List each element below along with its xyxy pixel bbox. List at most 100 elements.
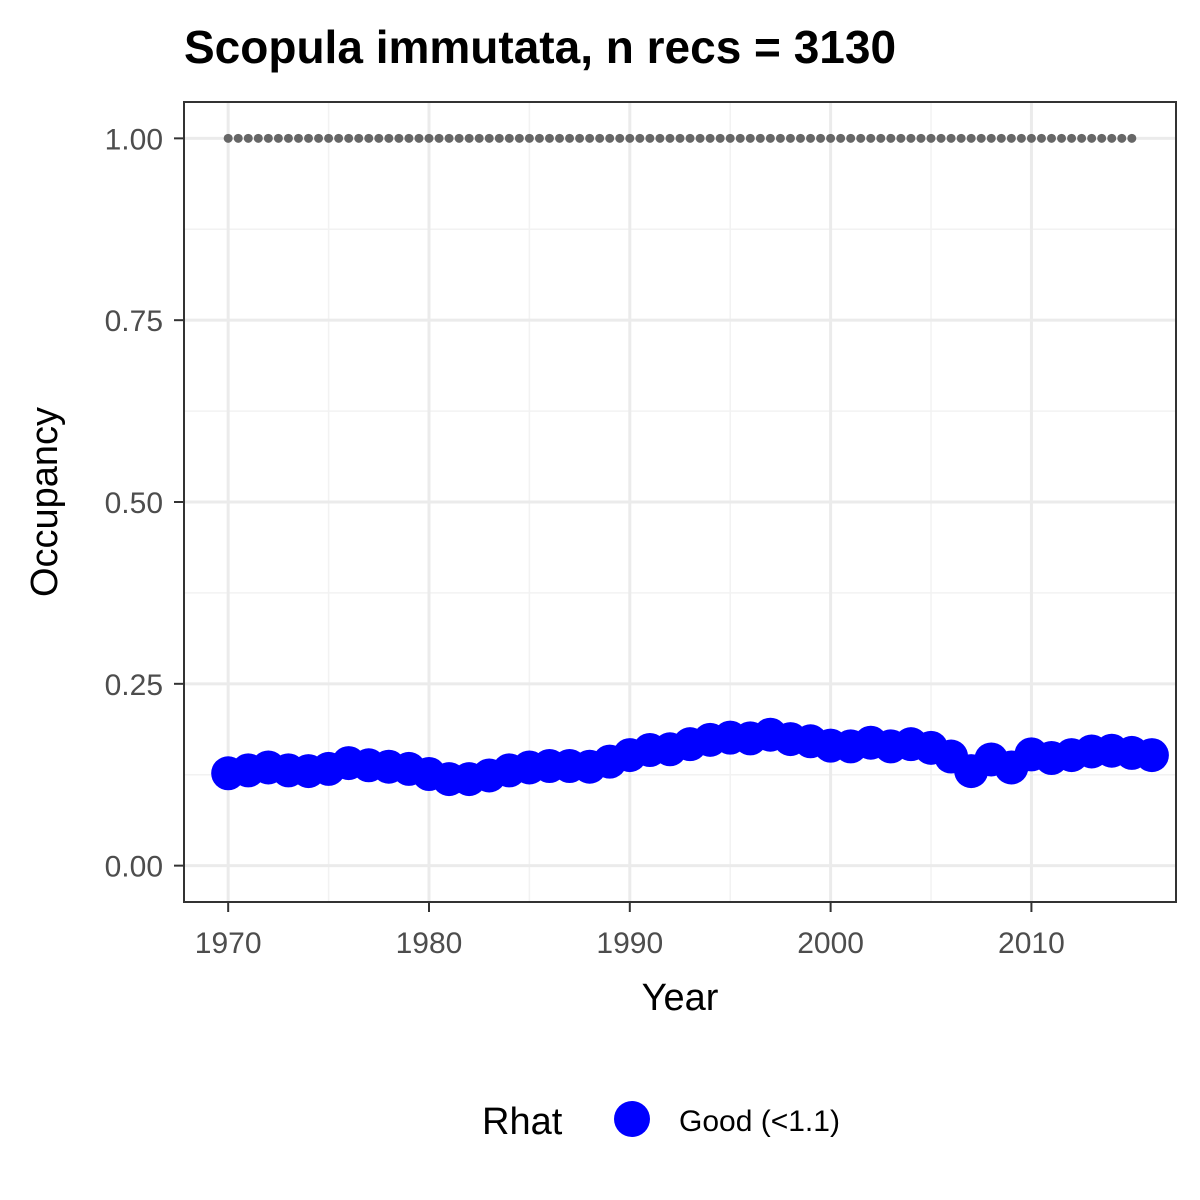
dotted-point [1006, 133, 1016, 143]
dotted-point [806, 133, 816, 143]
y-axis: 0.00 0.25 0.50 0.75 1.00 [105, 123, 184, 884]
dotted-point [585, 133, 595, 143]
dotted-point-mid [876, 133, 886, 143]
dotted-point-mid [1057, 133, 1067, 143]
dotted-point [765, 133, 775, 143]
dotted-point-mid [555, 133, 565, 143]
dotted-point [404, 133, 414, 143]
dotted-point [524, 133, 534, 143]
dotted-point-mid [695, 133, 705, 143]
dotted-point [725, 133, 735, 143]
dotted-point [324, 133, 334, 143]
dotted-point-mid [474, 133, 484, 143]
dotted-point-mid [976, 133, 986, 143]
dotted-point-mid [314, 133, 324, 143]
dotted-point [645, 133, 655, 143]
dotted-point-mid [1097, 133, 1107, 143]
dotted-point-mid [916, 133, 926, 143]
dotted-point [364, 133, 374, 143]
dotted-point-mid [595, 133, 605, 143]
dotted-point [504, 133, 514, 143]
x-tick-label: 1970 [195, 927, 262, 960]
dotted-point-mid [514, 133, 524, 143]
y-tick-label: 0.75 [105, 305, 163, 338]
dotted-point [283, 133, 293, 143]
dotted-point [464, 133, 474, 143]
dotted-point [243, 133, 253, 143]
legend-key-good [614, 1101, 650, 1137]
dotted-point [685, 133, 695, 143]
dotted-point [785, 133, 795, 143]
dotted-point [705, 133, 715, 143]
legend-label-good: Good (<1.1) [679, 1105, 840, 1138]
dotted-point-mid [735, 133, 745, 143]
x-tick-label: 1990 [596, 927, 663, 960]
dotted-point [826, 133, 836, 143]
y-tick-label: 0.00 [105, 851, 163, 884]
dotted-point-mid [434, 133, 444, 143]
dotted-point-mid [836, 133, 846, 143]
dotted-point [745, 133, 755, 143]
dotted-point [344, 133, 354, 143]
x-tick-label: 2010 [998, 927, 1065, 960]
dotted-point [1107, 133, 1117, 143]
dotted-point-mid [534, 133, 544, 143]
dotted-point [1046, 133, 1056, 143]
y-tick-label: 1.00 [105, 123, 163, 156]
dotted-point [986, 133, 996, 143]
occupancy-point [1134, 738, 1169, 773]
dotted-point-mid [253, 133, 263, 143]
dotted-point-mid [775, 133, 785, 143]
dotted-point-mid [1036, 133, 1046, 143]
dotted-point [384, 133, 394, 143]
occupancy-series [211, 717, 1169, 797]
dotted-point-mid [374, 133, 384, 143]
dotted-point [1087, 133, 1097, 143]
x-axis: 1970 1980 1990 2000 2010 [195, 902, 1065, 960]
x-tick-label: 2000 [797, 927, 864, 960]
dotted-point-mid [675, 133, 685, 143]
dotted-point-mid [1077, 133, 1087, 143]
legend: Rhat Good (<1.1) [482, 1101, 840, 1143]
dotted-point [846, 133, 856, 143]
dotted-point [625, 133, 635, 143]
dotted-point-mid [896, 133, 906, 143]
dotted-point [605, 133, 615, 143]
dotted-point [424, 133, 434, 143]
dotted-point [946, 133, 956, 143]
chart-title: Scopula immutata, n recs = 3130 [184, 21, 896, 73]
dotted-point-mid [1016, 133, 1026, 143]
dotted-point [304, 133, 314, 143]
dotted-point-mid [334, 133, 344, 143]
dotted-point-mid [273, 133, 283, 143]
dotted-point-mid [655, 133, 665, 143]
dotted-point-mid [494, 133, 504, 143]
dotted-point-mid [575, 133, 585, 143]
dotted-point [484, 133, 494, 143]
y-tick-label: 0.50 [105, 487, 163, 520]
dotted-point [263, 133, 273, 143]
dotted-point-mid [233, 133, 243, 143]
x-axis-title: Year [642, 977, 719, 1019]
dotted-point-mid [795, 133, 805, 143]
dotted-point-mid [414, 133, 424, 143]
dotted-point [966, 133, 976, 143]
dotted-point [544, 133, 554, 143]
dotted-point-mid [635, 133, 645, 143]
dotted-point [1067, 133, 1077, 143]
dotted-point [665, 133, 675, 143]
dotted-point-mid [293, 133, 303, 143]
dotted-point [866, 133, 876, 143]
dotted-point-mid [354, 133, 364, 143]
dotted-point [565, 133, 575, 143]
dotted-point [906, 133, 916, 143]
dotted-point-mid [956, 133, 966, 143]
y-axis-title: Occupancy [24, 407, 66, 597]
dotted-point-mid [715, 133, 725, 143]
dotted-point [444, 133, 454, 143]
dotted-point [926, 133, 936, 143]
dotted-point [1026, 133, 1036, 143]
dotted-point-mid [996, 133, 1006, 143]
detection-points [223, 133, 1137, 143]
